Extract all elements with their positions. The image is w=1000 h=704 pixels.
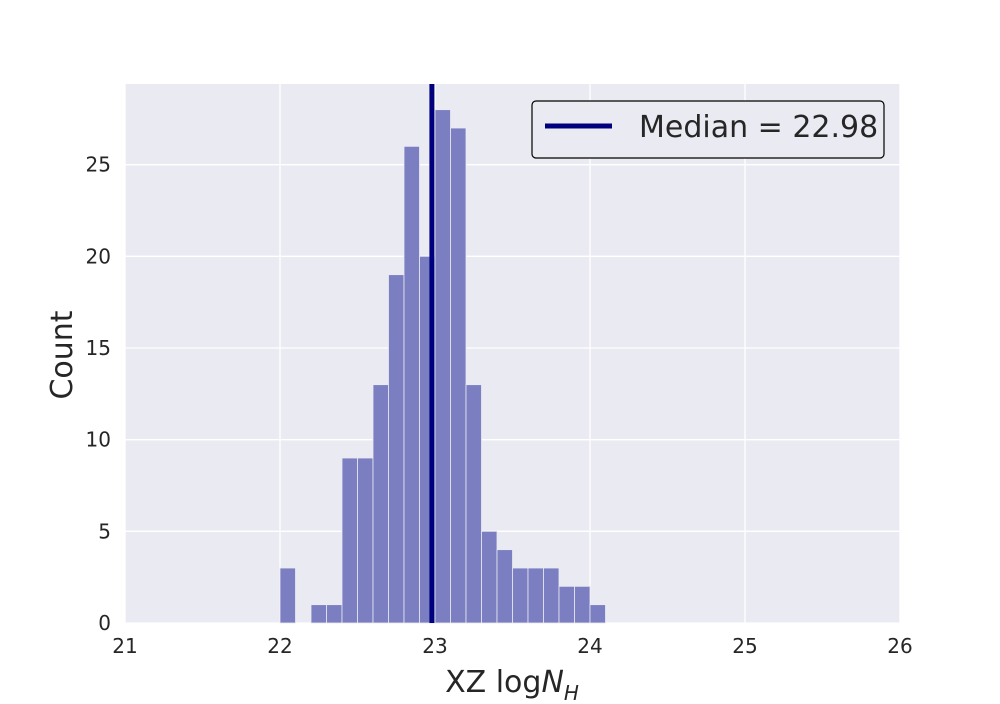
histogram-bar bbox=[450, 127, 467, 624]
plot-background bbox=[125, 84, 900, 623]
histogram-bar bbox=[543, 567, 560, 624]
y-tick-label: 15 bbox=[86, 336, 111, 360]
x-tick-label: 25 bbox=[732, 634, 757, 658]
x-tick-label: 23 bbox=[422, 634, 447, 658]
histogram-bar bbox=[512, 567, 529, 624]
histogram-bar bbox=[326, 604, 343, 624]
histogram-bar bbox=[341, 457, 358, 624]
histogram-bar bbox=[481, 530, 498, 624]
histogram-bars bbox=[279, 109, 606, 624]
y-tick-labels: 0 5 10 15 20 25 bbox=[86, 153, 111, 635]
x-tick-label: 24 bbox=[577, 634, 602, 658]
histogram-bar bbox=[388, 274, 405, 624]
histogram-bar bbox=[574, 585, 591, 624]
x-tick-label: 26 bbox=[887, 634, 912, 658]
y-tick-label: 5 bbox=[98, 519, 111, 543]
legend-box bbox=[531, 100, 885, 159]
legend-label: Median = 22.98 bbox=[639, 110, 878, 145]
y-tick-label: 25 bbox=[86, 153, 111, 177]
y-tick-label: 0 bbox=[98, 611, 111, 635]
x-tick-labels: 21 22 23 24 25 26 bbox=[112, 634, 912, 658]
histogram-bar bbox=[434, 109, 451, 624]
histogram-bar bbox=[310, 604, 327, 624]
x-axis-label: XZ logNH bbox=[445, 665, 579, 700]
legend: Median = 22.98 bbox=[531, 100, 885, 159]
x-tick-label: 22 bbox=[267, 634, 292, 658]
y-tick-label: 20 bbox=[86, 244, 111, 268]
histogram-bar bbox=[558, 585, 575, 624]
histogram-bar bbox=[357, 457, 374, 624]
histogram-bar bbox=[589, 604, 606, 624]
y-tick-label: 10 bbox=[86, 428, 111, 452]
histogram-bar bbox=[496, 549, 513, 624]
histogram-bar bbox=[279, 567, 296, 624]
histogram-bar bbox=[527, 567, 544, 624]
histogram-bar bbox=[372, 384, 389, 624]
x-tick-label: 21 bbox=[112, 634, 137, 658]
histogram-bar bbox=[403, 145, 420, 624]
histogram-bar bbox=[465, 384, 482, 624]
y-axis-label: Count bbox=[45, 310, 80, 399]
